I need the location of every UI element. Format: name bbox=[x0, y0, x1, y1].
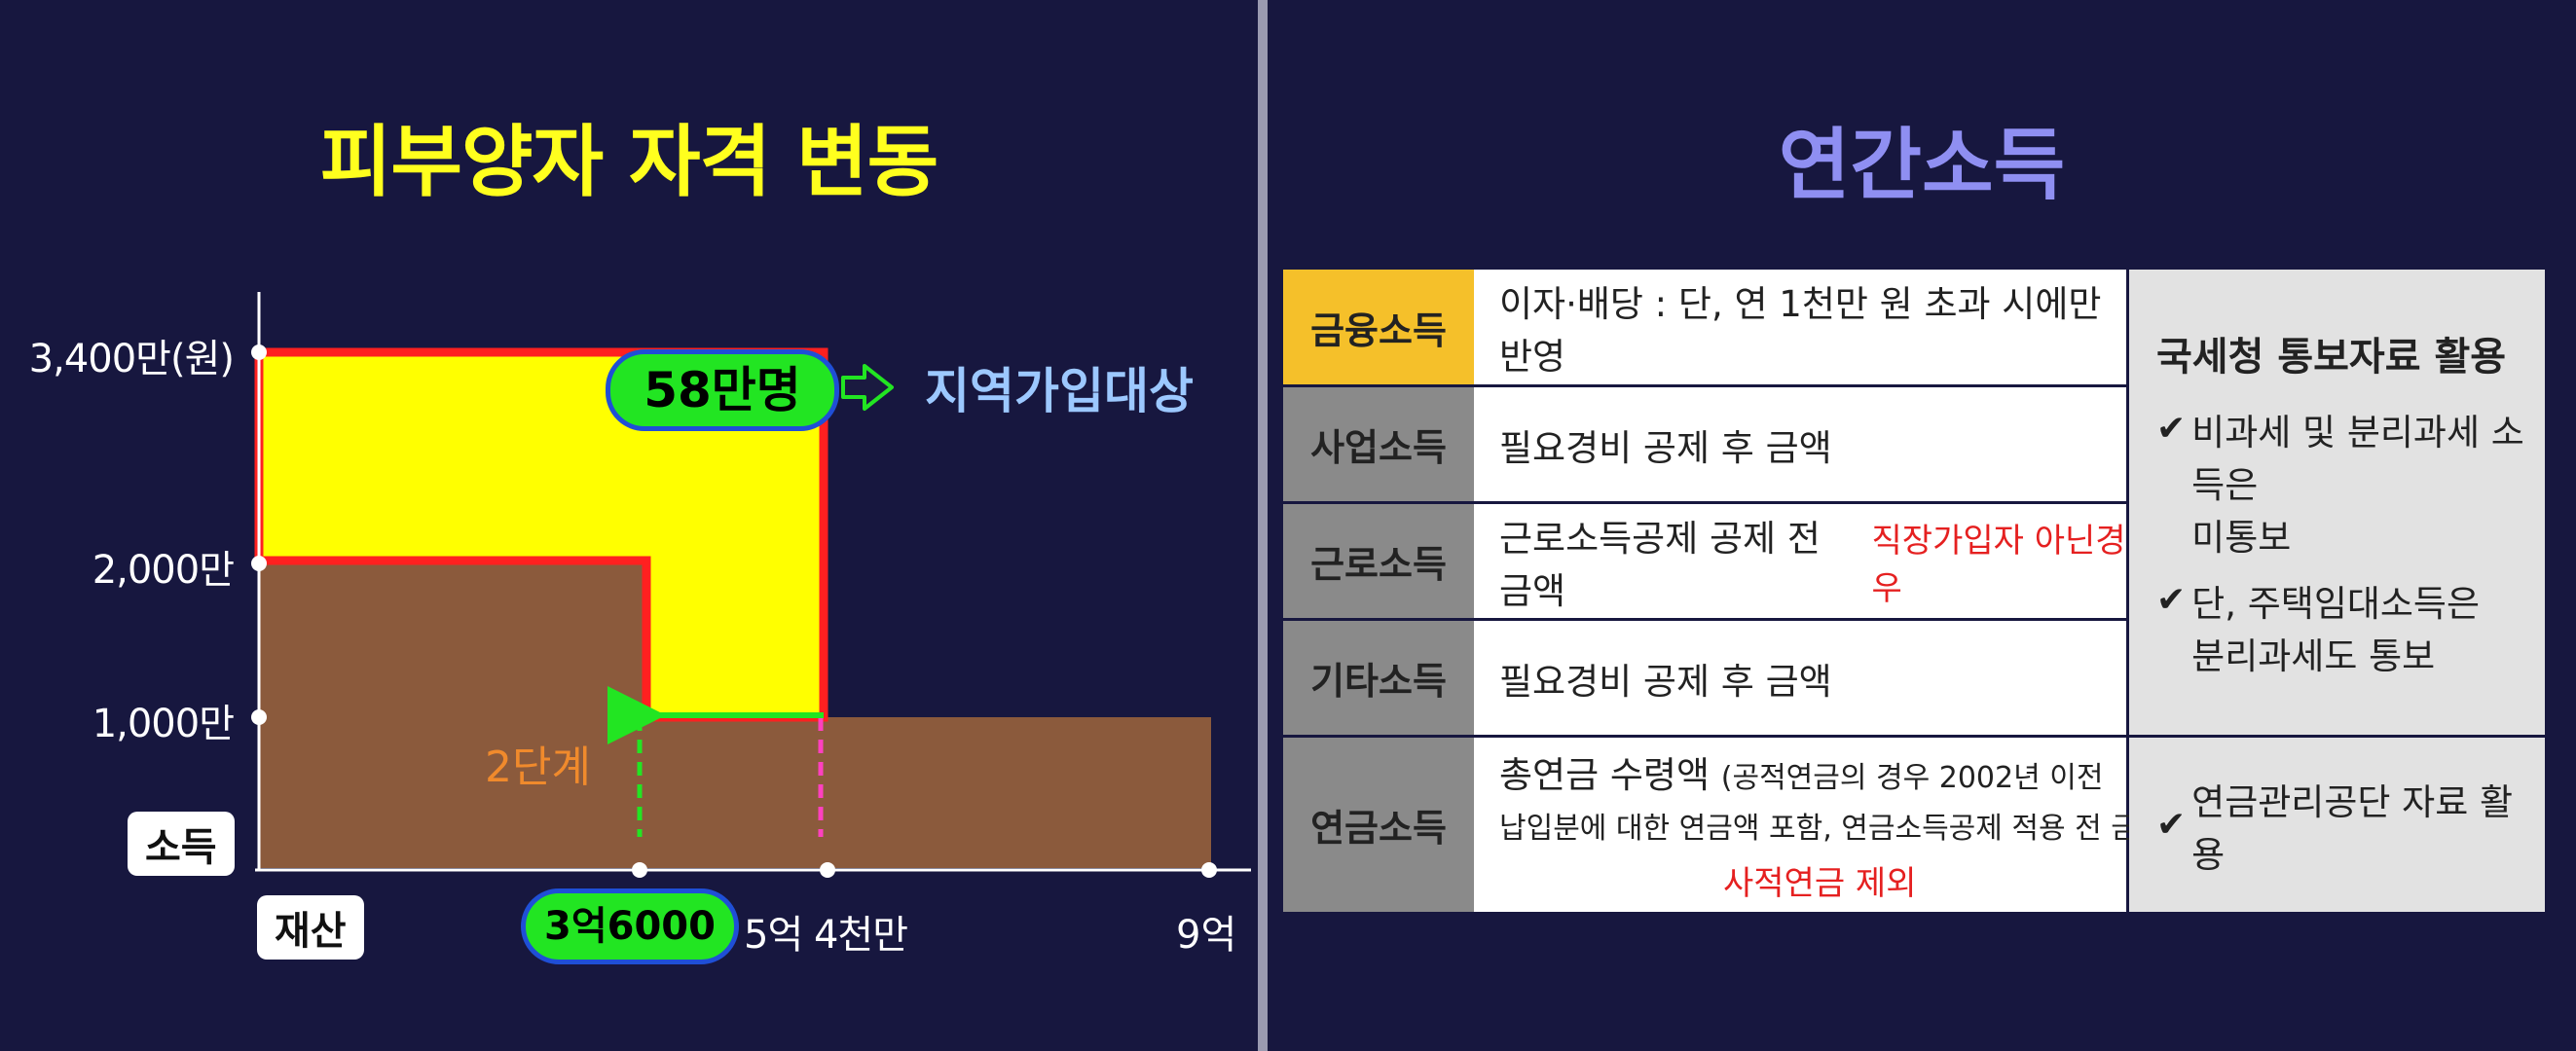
check-icon: ✔ bbox=[2156, 805, 2187, 845]
bullet-1-line2: 미통보 bbox=[2191, 517, 2292, 559]
panel-divider bbox=[1258, 0, 1268, 1051]
desc-other: 필요경비 공제 후 금액 bbox=[1474, 621, 2126, 735]
pension-agency-text: 연금관리공단 자료 활용 bbox=[2191, 780, 2514, 876]
x-point-54000 bbox=[820, 862, 835, 878]
y-axis-label: 소득 bbox=[128, 812, 235, 876]
desc-pension: 총연금 수령액 (공적연금의 경우 2002년 이전 납입분에 대한 연금액 포… bbox=[1474, 738, 2176, 912]
x-point-90000 bbox=[1201, 862, 1217, 878]
category-pension: 연금소득 bbox=[1283, 738, 1474, 912]
category-other: 기타소득 bbox=[1283, 621, 1474, 735]
y-point-3400 bbox=[251, 344, 267, 360]
y-tick-1000: 1,000만 bbox=[92, 702, 235, 746]
desc-pension-main: 총연금 수령액 bbox=[1499, 754, 1711, 796]
stage2-region bbox=[259, 561, 646, 868]
desc-pension-paren-2: 납입분에 대한 연금액 포함, 연금소득공제 적용 전 금액) bbox=[1499, 812, 2177, 846]
desc-business: 필요경비 공제 후 금액 bbox=[1474, 387, 2126, 501]
y-tick-3400: 3,400만(원) bbox=[28, 337, 235, 381]
category-business: 사업소득 bbox=[1283, 387, 1474, 501]
desc-financial: 이자·배당 : 단, 연 1천만 원 초과 시에만 반영 bbox=[1474, 270, 2126, 384]
pension-agency-note: ✔ 연금관리공단 자료 활용 bbox=[2129, 738, 2545, 912]
count-target-label: 지역가입대상 bbox=[925, 363, 1194, 419]
y-point-2000 bbox=[251, 556, 267, 571]
eligibility-diagram bbox=[251, 292, 1251, 878]
income-table: 금융소득 사업소득 근로소득 기타소득 연금소득 이자·배당 : 단, 연 1천… bbox=[1283, 270, 2545, 912]
highlight-x-badge: 3억6000 bbox=[521, 888, 739, 964]
stage-label: 2단계 bbox=[485, 743, 591, 792]
check-icon: ✔ bbox=[2156, 580, 2187, 620]
low-income-region bbox=[646, 717, 1211, 868]
y-point-1000 bbox=[251, 709, 267, 725]
desc-pension-note: 사적연금 제외 bbox=[1723, 864, 1917, 903]
x-tick-54000: 5억 4천만 bbox=[744, 913, 908, 958]
x-point-36000 bbox=[632, 862, 647, 878]
arrow-right-icon bbox=[841, 364, 894, 411]
table-title: 연간소득 bbox=[1778, 120, 2066, 210]
count-badge: 58만명 bbox=[606, 349, 839, 431]
tax-office-note: 국세청 통보자료 활용 ✔ 비과세 및 분리과세 소득은 미통보 ✔ 단, 주택… bbox=[2129, 270, 2545, 735]
category-earned: 근로소득 bbox=[1283, 504, 1474, 618]
bullet-2-line1: 단, 주택임대소득은 bbox=[2191, 583, 2481, 625]
bullet-1-line1: 비과세 및 분리과세 소득은 bbox=[2191, 412, 2524, 506]
chart-title: 피부양자 자격 변동 bbox=[319, 117, 939, 207]
x-axis-label: 재산 bbox=[257, 895, 364, 960]
x-tick-90000: 9억 bbox=[1176, 913, 1237, 958]
tax-office-bullet-2: ✔ 단, 주택임대소득은 분리과세도 통보 bbox=[2156, 574, 2480, 679]
y-tick-2000: 2,000만 bbox=[92, 548, 235, 593]
desc-earned-text: 근로소득공제 공제 전 금액 bbox=[1499, 517, 1821, 612]
category-financial: 금융소득 bbox=[1283, 270, 1474, 384]
desc-pension-paren-1: (공적연금의 경우 2002년 이전 bbox=[1720, 761, 2104, 795]
desc-earned-note: 직장가입자 아닌경우 bbox=[1871, 521, 2126, 608]
desc-earned: 근로소득공제 공제 전 금액 직장가입자 아닌경우 bbox=[1474, 504, 2126, 618]
bullet-2-line2: 분리과세도 통보 bbox=[2191, 635, 2436, 677]
check-icon: ✔ bbox=[2156, 409, 2187, 449]
tax-office-heading: 국세청 통보자료 활용 bbox=[2156, 335, 2507, 380]
tax-office-bullet-1: ✔ 비과세 및 분리과세 소득은 미통보 bbox=[2156, 403, 2545, 561]
